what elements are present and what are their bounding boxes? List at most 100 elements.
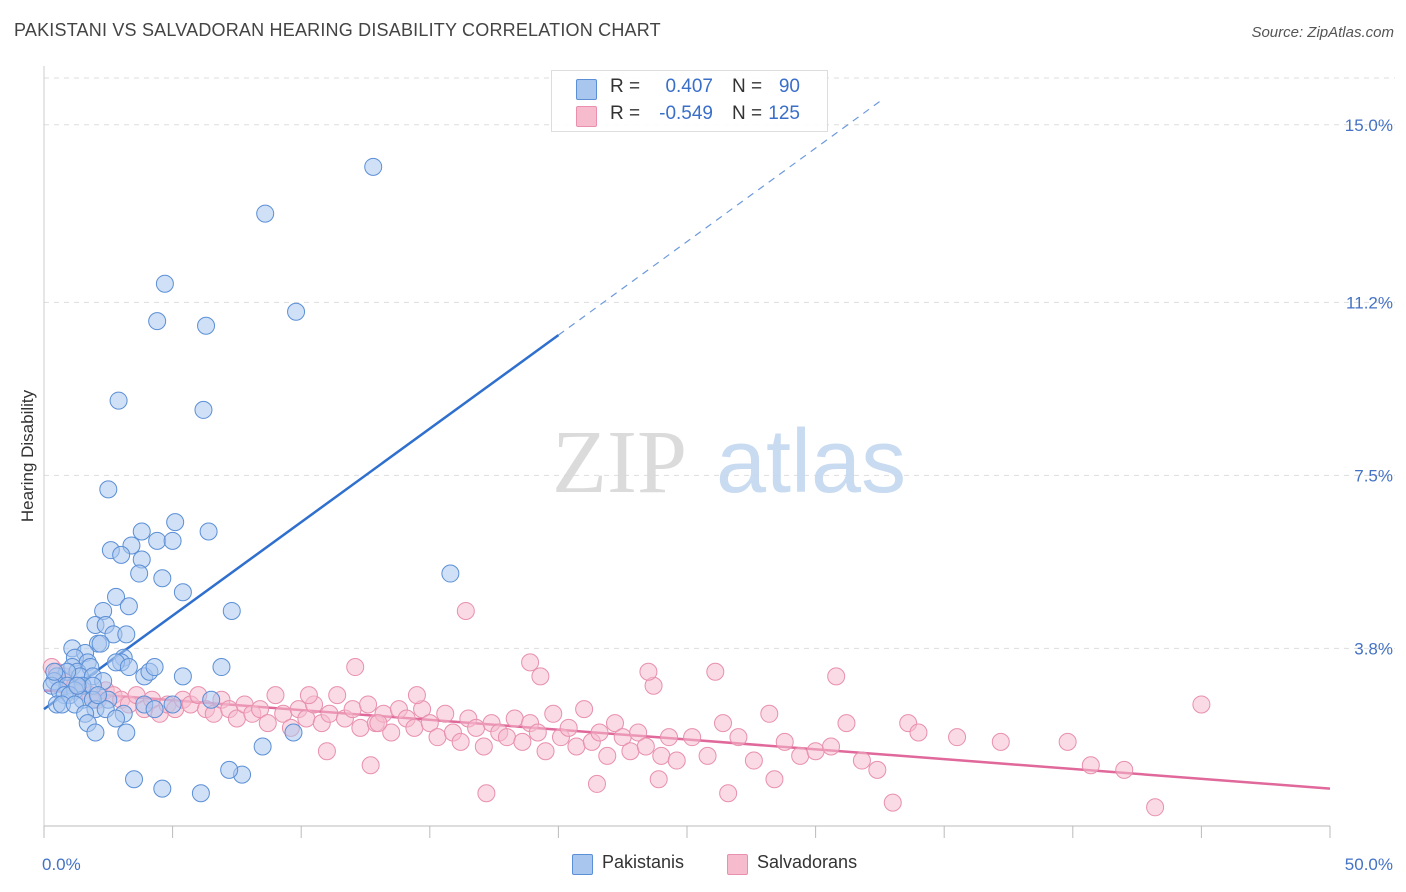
salvadoran-point bbox=[505, 709, 524, 728]
legend-row-pakistanis: R = 0.407 N = 90 bbox=[552, 74, 827, 102]
legend-r-label: R = bbox=[610, 103, 641, 124]
pakistani-point bbox=[99, 480, 118, 499]
pakistani-point bbox=[197, 316, 216, 335]
salvadoran-point bbox=[909, 723, 928, 742]
salvadoran-point bbox=[351, 718, 370, 737]
pakistani-point bbox=[117, 723, 136, 742]
pakistani-point bbox=[107, 587, 126, 606]
salvadoran-point bbox=[868, 760, 887, 779]
pakistani-point bbox=[199, 522, 218, 541]
salvadoran-point bbox=[544, 704, 563, 723]
chart-title: PAKISTANI VS SALVADORAN HEARING DISABILI… bbox=[14, 20, 661, 40]
salvadoran-point bbox=[1192, 695, 1211, 714]
salvadoran-point bbox=[659, 728, 678, 747]
pakistani-point bbox=[45, 662, 64, 681]
salvadoran-point bbox=[667, 751, 686, 770]
y-tick-label: 3.8% bbox=[1354, 639, 1393, 658]
legend-r-value: 0.407 bbox=[665, 76, 713, 97]
salvadoran-point bbox=[359, 695, 378, 714]
salvadoran-point bbox=[346, 658, 365, 677]
pakistani-point bbox=[130, 564, 149, 583]
salvadoran-point bbox=[1081, 756, 1100, 775]
salvadoran-point bbox=[698, 746, 717, 765]
legend-r-value: -0.549 bbox=[659, 103, 713, 124]
salvadoran-point bbox=[827, 667, 846, 686]
pakistani-point bbox=[153, 569, 172, 588]
pakistani-point bbox=[284, 723, 303, 742]
salvadoran-point bbox=[575, 700, 594, 719]
salvadoran-point bbox=[567, 737, 586, 756]
pakistani-point bbox=[148, 312, 167, 331]
salvadoran-point bbox=[528, 723, 547, 742]
pakistani-point bbox=[173, 667, 192, 686]
tick-labels: 3.8% 7.5% 11.2% 15.0% 0.0% 50.0% bbox=[42, 116, 1393, 874]
salvadoran-point bbox=[991, 732, 1010, 751]
salvadoran-point bbox=[405, 718, 424, 737]
y-tick-label: 7.5% bbox=[1354, 466, 1393, 485]
salvadoran-point bbox=[837, 714, 856, 733]
y-tick-label: 15.0% bbox=[1345, 116, 1393, 135]
legend-label-pakistanis: Pakistanis bbox=[602, 852, 685, 872]
pakistani-point bbox=[89, 686, 108, 705]
x-tick-label: 50.0% bbox=[1345, 855, 1393, 874]
pakistani-point bbox=[194, 400, 213, 419]
salvadoran-point bbox=[328, 686, 347, 705]
pakistani-point bbox=[107, 709, 126, 728]
salvadoran-point bbox=[760, 704, 779, 723]
salvadoran-point bbox=[652, 746, 671, 765]
salvadoran-point bbox=[636, 737, 655, 756]
legend-stats: R = 0.407 N = 90 R = -0.549 N = 125 bbox=[551, 70, 828, 132]
legend-r-label: R = bbox=[610, 76, 641, 97]
pakistani-point bbox=[68, 676, 87, 695]
salvadoran-point bbox=[369, 714, 388, 733]
pakistani-point bbox=[109, 391, 128, 410]
legend-series: Pakistanis Salvadorans bbox=[0, 852, 1406, 876]
salvadoran-point bbox=[467, 718, 486, 737]
pakistani-point bbox=[191, 784, 210, 803]
pakistani-point bbox=[253, 737, 272, 756]
pakistani-point bbox=[441, 564, 460, 583]
pakistani-point bbox=[119, 658, 138, 677]
salvadoran-point bbox=[1115, 760, 1134, 779]
pakistani-trend-line bbox=[43, 334, 560, 711]
pakistani-point bbox=[202, 690, 221, 709]
salvadoran-point bbox=[649, 770, 668, 789]
pakistani-point bbox=[256, 204, 275, 223]
salvadoran-point bbox=[587, 774, 606, 793]
watermark-zip: ZIP bbox=[552, 413, 687, 512]
pakistani-point bbox=[222, 601, 241, 620]
pakistani-point bbox=[145, 658, 164, 677]
salvadoran-point bbox=[258, 714, 277, 733]
salvadoran-point bbox=[407, 686, 426, 705]
x-tick-label: 0.0% bbox=[42, 855, 81, 874]
salvadoran-point bbox=[883, 793, 902, 812]
salvadoran-point bbox=[436, 704, 455, 723]
pakistani-trend-extension bbox=[558, 100, 881, 336]
salvadoran-point bbox=[948, 728, 967, 747]
salvadoran-point bbox=[428, 728, 447, 747]
watermark-atlas: atlas bbox=[716, 412, 906, 512]
salvadoran-point bbox=[714, 714, 733, 733]
watermark: ZIP atlas bbox=[552, 412, 906, 512]
axes bbox=[43, 66, 1331, 838]
salvadoran-point bbox=[639, 662, 658, 681]
salvadoran-point bbox=[621, 742, 640, 761]
salvadoran-point bbox=[559, 718, 578, 737]
salvadoran-point bbox=[775, 732, 794, 751]
salvadoran-point bbox=[536, 742, 555, 761]
pakistani-point bbox=[86, 723, 105, 742]
pakistani-points bbox=[42, 157, 460, 803]
pakistani-point bbox=[166, 513, 185, 532]
salvadoran-point bbox=[299, 686, 318, 705]
y-tick-label: 11.2% bbox=[1346, 293, 1393, 312]
salvadoran-point bbox=[317, 742, 336, 761]
legend-n-label: N = bbox=[732, 76, 763, 97]
salvadoran-point bbox=[477, 784, 496, 803]
salvadoran-point bbox=[361, 756, 380, 775]
legend-swatch-pakistanis bbox=[576, 79, 597, 100]
pakistani-point bbox=[220, 760, 239, 779]
pakistani-point bbox=[287, 302, 306, 321]
pakistani-point bbox=[91, 634, 110, 653]
legend-swatch-salvadorans bbox=[727, 854, 748, 875]
